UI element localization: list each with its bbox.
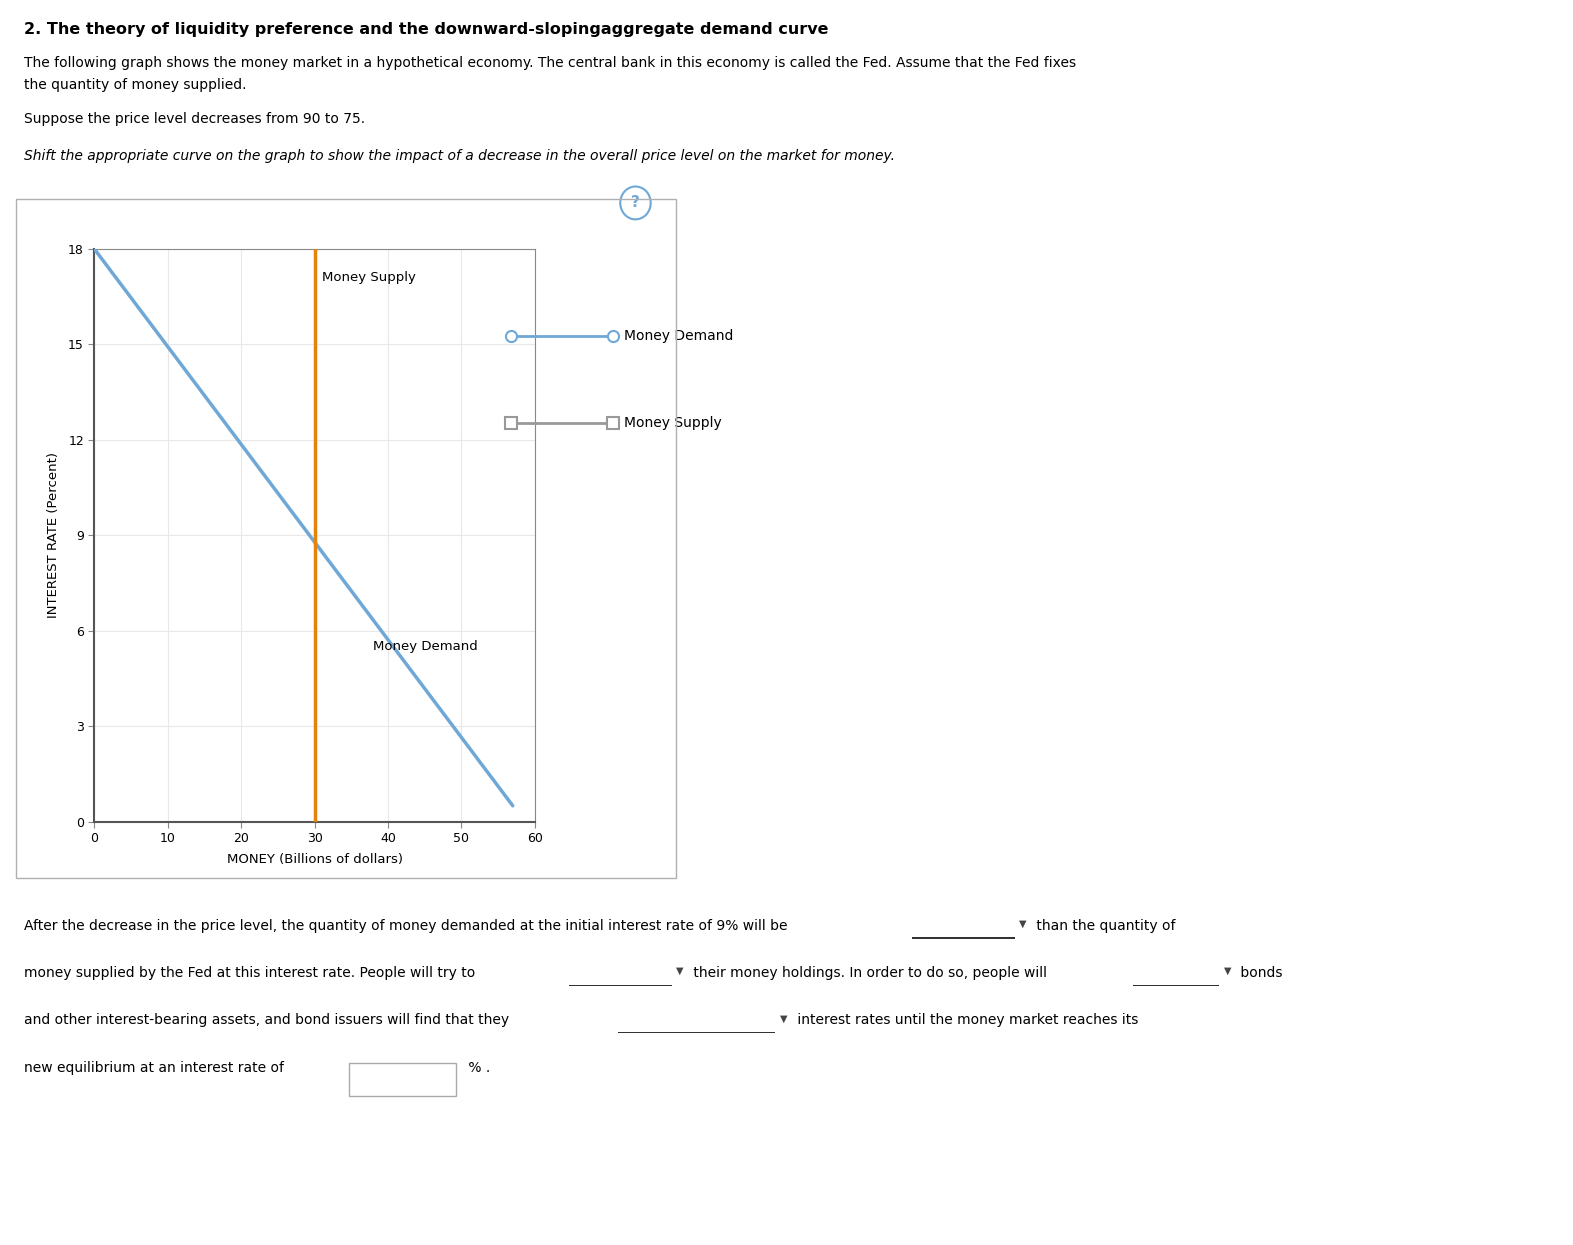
- Text: money supplied by the Fed at this interest rate. People will try to: money supplied by the Fed at this intere…: [24, 966, 475, 980]
- Y-axis label: INTEREST RATE (Percent): INTEREST RATE (Percent): [47, 452, 60, 619]
- Text: ▼: ▼: [1019, 919, 1027, 929]
- Text: Money Supply: Money Supply: [624, 416, 722, 431]
- Text: interest rates until the money market reaches its: interest rates until the money market re…: [793, 1013, 1139, 1027]
- Text: Money Demand: Money Demand: [373, 640, 478, 654]
- X-axis label: MONEY (Billions of dollars): MONEY (Billions of dollars): [227, 854, 403, 867]
- Text: Money Demand: Money Demand: [624, 329, 735, 344]
- Text: 2. The theory of liquidity preference and the downward-slopingaggregate demand c: 2. The theory of liquidity preference an…: [24, 22, 827, 37]
- Text: % .: % .: [464, 1061, 491, 1074]
- Text: After the decrease in the price level, the quantity of money demanded at the ini: After the decrease in the price level, t…: [24, 919, 786, 933]
- Text: ▼: ▼: [780, 1013, 788, 1023]
- Text: new equilibrium at an interest rate of: new equilibrium at an interest rate of: [24, 1061, 283, 1074]
- Text: the quantity of money supplied.: the quantity of money supplied.: [24, 78, 245, 92]
- Text: Money Supply: Money Supply: [322, 271, 415, 284]
- Text: The following graph shows the money market in a hypothetical economy. The centra: The following graph shows the money mark…: [24, 56, 1076, 70]
- Text: their money holdings. In order to do so, people will: their money holdings. In order to do so,…: [689, 966, 1048, 980]
- Text: Shift the appropriate curve on the graph to show the impact of a decrease in the: Shift the appropriate curve on the graph…: [24, 149, 895, 163]
- Text: ▼: ▼: [1224, 966, 1232, 976]
- Text: ?: ?: [631, 195, 640, 210]
- Text: and other interest-bearing assets, and bond issuers will find that they: and other interest-bearing assets, and b…: [24, 1013, 508, 1027]
- Text: bonds: bonds: [1236, 966, 1284, 980]
- Text: Suppose the price level decreases from 90 to 75.: Suppose the price level decreases from 9…: [24, 112, 365, 126]
- Text: than the quantity of: than the quantity of: [1032, 919, 1175, 933]
- Text: ▼: ▼: [676, 966, 684, 976]
